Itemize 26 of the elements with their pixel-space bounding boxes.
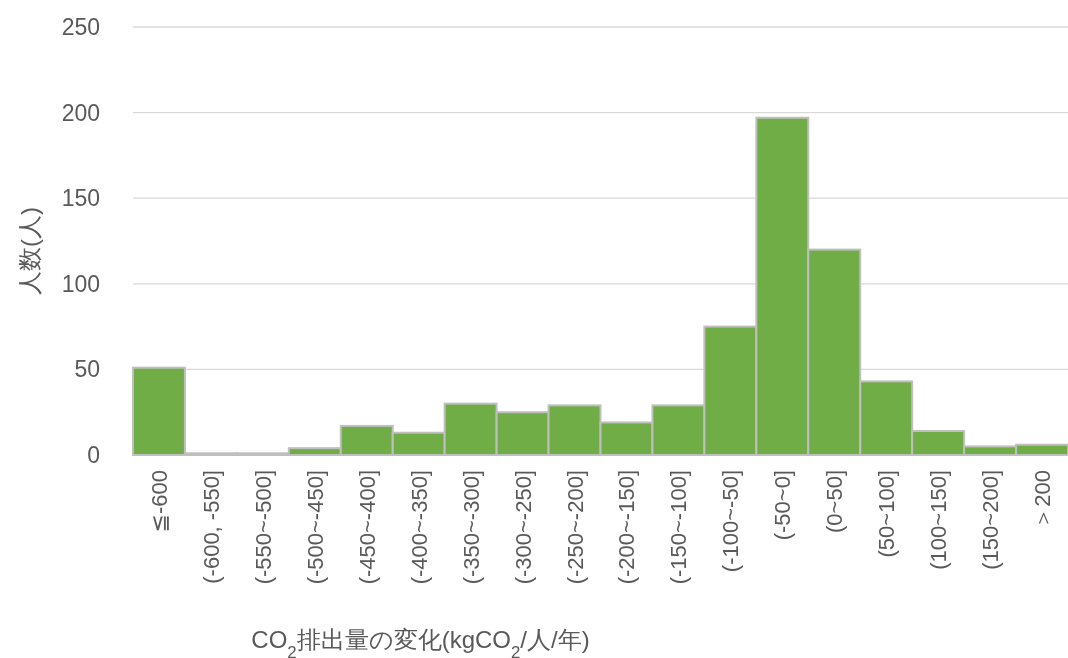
x-tick-label: (-100~-50] [718, 470, 744, 573]
x-tick-label: (-600, -550] [198, 470, 224, 584]
x-tick-label: (100~150] [926, 470, 952, 570]
x-tick-label: (-300~-250] [510, 470, 536, 585]
x-tick-label: (-400~-350] [406, 470, 432, 585]
y-tick-label: 100 [61, 270, 100, 297]
x-axis-title: CO$_{2}$排出量の変化(kgCO$_{2}$/人/年) [251, 626, 590, 658]
x-tick-label: (0~50] [822, 470, 848, 533]
x-tick-label: (-550~-500] [250, 470, 276, 585]
y-tick-label: 200 [61, 99, 100, 126]
x-tick-label: (50~100] [874, 470, 900, 558]
x-tick-label: ＞200 [1030, 470, 1056, 529]
x-tick-label: (-50~0] [770, 470, 796, 541]
y-axis-title: 人数(人) [16, 207, 43, 295]
x-tick-label: (-150~-100] [666, 470, 692, 585]
y-tick-label: 250 [61, 14, 100, 40]
x-tick-label: ≦-600 [146, 470, 172, 533]
x-tick-label: (-350~-300] [458, 470, 484, 585]
x-tick-label: (-500~-450] [302, 470, 328, 585]
x-tick-label: (150~200] [978, 470, 1004, 570]
x-tick-label: (-250~-200] [562, 470, 588, 585]
x-tick-label: (-450~-400] [354, 470, 380, 585]
y-tick-label: 0 [87, 442, 100, 468]
y-tick-label: 150 [61, 185, 100, 212]
y-tick-label: 50 [74, 356, 100, 383]
x-tick-label: (-200~-150] [614, 470, 640, 585]
